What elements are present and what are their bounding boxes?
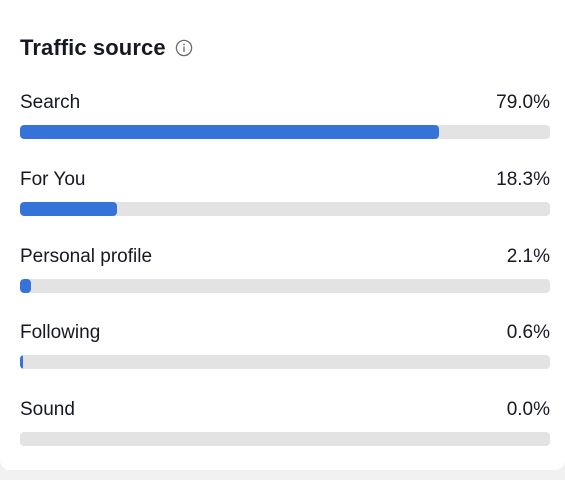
card-header: Traffic source xyxy=(20,33,193,63)
progress-fill xyxy=(20,355,24,369)
progress-fill xyxy=(20,279,32,293)
progress-track xyxy=(20,202,550,216)
traffic-row-label: Personal profile xyxy=(20,246,153,267)
card-title: Traffic source xyxy=(20,35,166,60)
traffic-row-personal-profile: Personal profile 2.1% xyxy=(20,245,550,295)
traffic-row-for-you: For You 18.3% xyxy=(20,168,550,218)
progress-track xyxy=(20,125,550,139)
traffic-row-following: Following 0.6% xyxy=(20,321,550,371)
progress-track xyxy=(20,355,550,369)
info-circle-icon[interactable] xyxy=(175,39,193,57)
traffic-row-search: Search 79.0% xyxy=(20,91,550,141)
traffic-row-value: 18.3% xyxy=(496,169,550,190)
traffic-row-label: Sound xyxy=(20,399,75,420)
traffic-row-value: 0.0% xyxy=(506,399,550,420)
traffic-row-label: Search xyxy=(20,92,81,113)
traffic-row-value: 0.6% xyxy=(506,322,550,343)
traffic-row-label: For You xyxy=(20,169,86,190)
progress-fill xyxy=(20,202,117,216)
progress-track xyxy=(20,279,550,293)
traffic-row-value: 2.1% xyxy=(506,246,550,267)
progress-track xyxy=(20,432,550,446)
progress-fill xyxy=(20,125,439,139)
traffic-row-sound: Sound 0.0% xyxy=(20,398,550,448)
traffic-source-card: Traffic source Search 79.0% For You 18.3… xyxy=(0,0,565,470)
traffic-row-value: 79.0% xyxy=(496,92,550,113)
traffic-row-label: Following xyxy=(20,322,101,343)
